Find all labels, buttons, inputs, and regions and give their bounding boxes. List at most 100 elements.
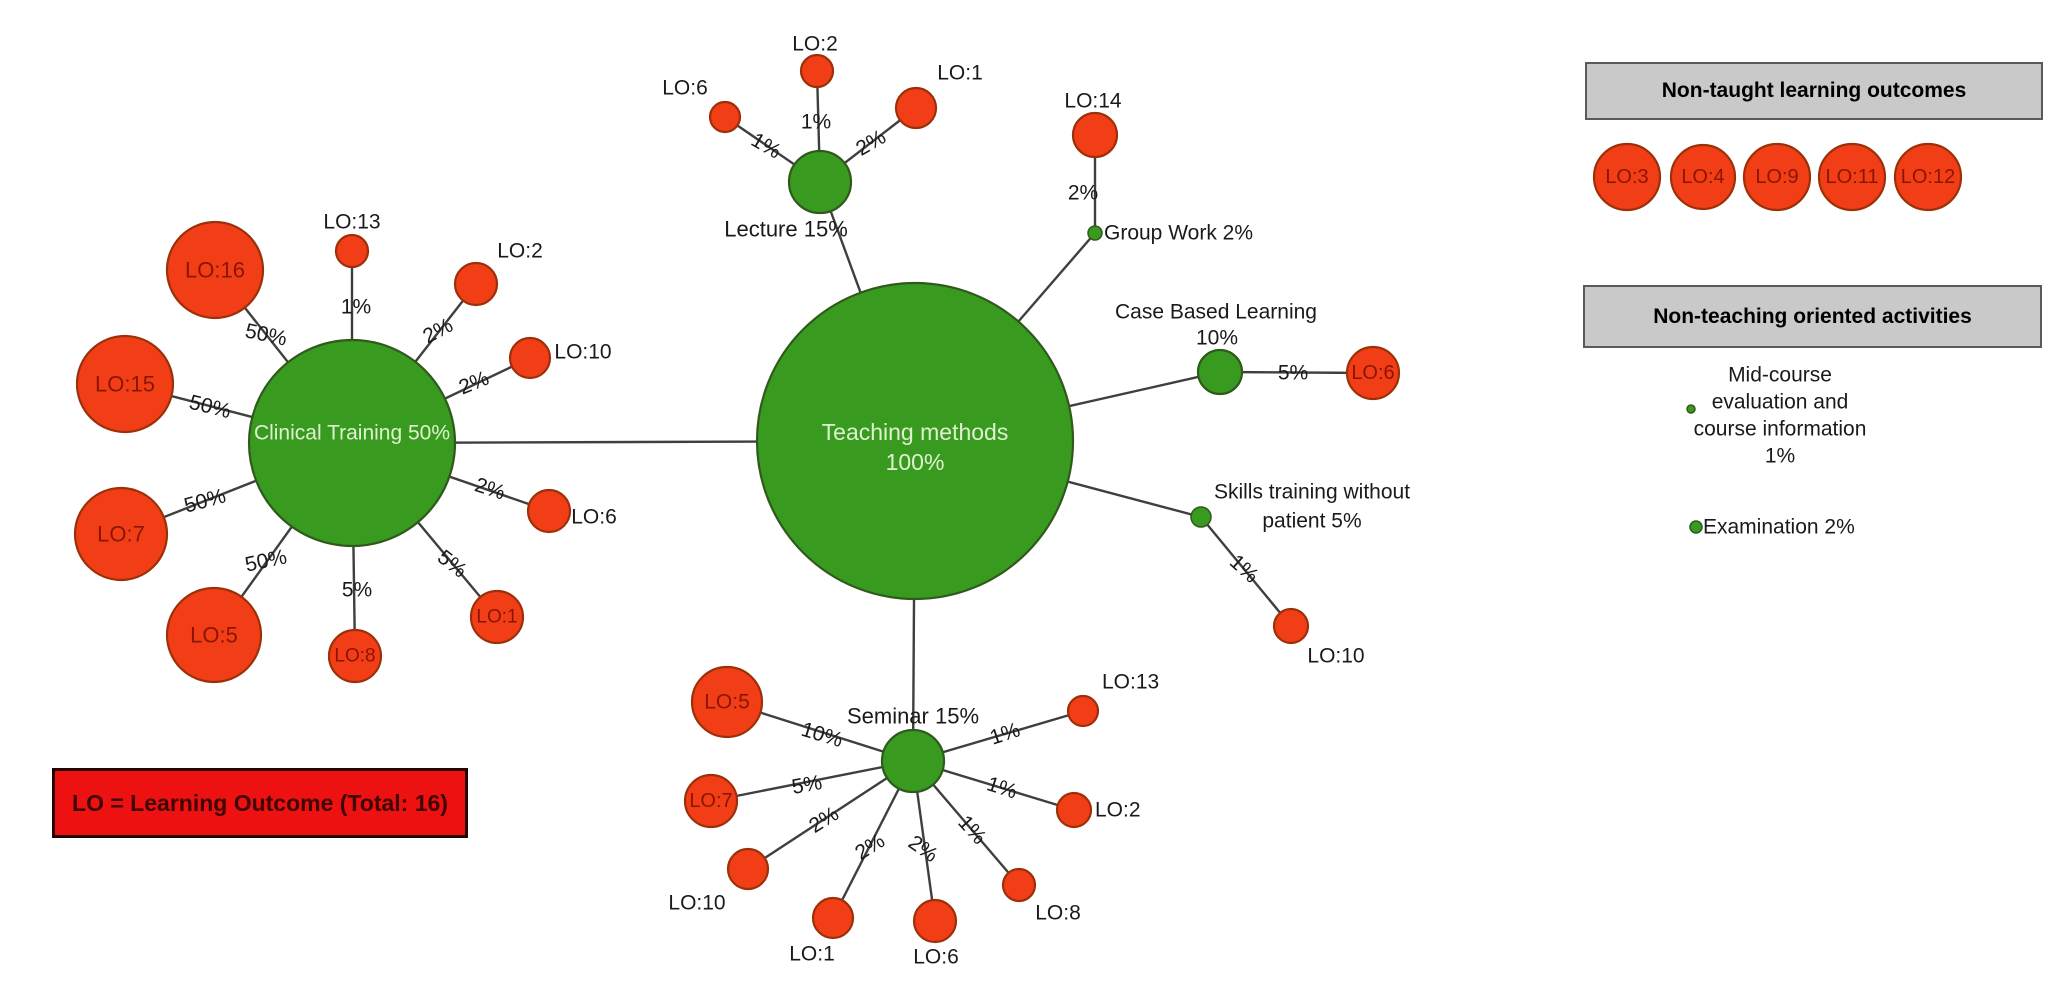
node-sem-lo1-label: LO:1	[789, 943, 835, 966]
edge-label-seminar-sem-lo10: 2%	[805, 802, 843, 838]
edge-label-skills-skl-lo10: 1%	[1225, 550, 1263, 587]
node-cli-lo10-label: LO:10	[554, 341, 611, 364]
activity-label-mid-course-evaluation: course information	[1694, 418, 1867, 441]
node-sem-lo13-label: LO:13	[1102, 671, 1159, 694]
node-groupwork-dot	[1087, 225, 1103, 241]
node-cli-lo10-circle	[508, 336, 552, 380]
edge-label-clinical-cli-lo16: 50%	[243, 319, 289, 350]
node-sem-lo8-circle	[1001, 867, 1037, 903]
edge-label-clinical-cli-lo2: 2%	[419, 314, 457, 349]
edge-seminar-sem-lo7	[710, 759, 914, 803]
activity-label-examination: Examination 2%	[1703, 516, 1855, 539]
node-cli-lo8-label: LO:8	[334, 646, 375, 667]
edge-label-seminar-sem-lo1: 2%	[851, 829, 889, 865]
edge-label-seminar-sem-lo5: 10%	[799, 718, 846, 752]
node-skills-label: Skills training without	[1214, 481, 1410, 504]
edge-label-clinical-cli-lo1: 5%	[433, 546, 471, 583]
node-sem-lo13-circle	[1066, 694, 1100, 728]
node-cli-lo13-circle	[334, 233, 370, 269]
panel-node-lo-9-label: LO:9	[1755, 166, 1798, 188]
node-sem-lo1-circle	[811, 896, 855, 940]
panel-node-lo-12-circle	[1893, 142, 1963, 212]
node-sem-lo10-circle	[726, 847, 770, 891]
edge-label-seminar-sem-lo7: 5%	[790, 771, 824, 799]
node-sem-lo5-circle	[690, 665, 764, 739]
non-taught-outcomes-title: Non-taught learning outcomes	[1585, 62, 2043, 120]
edge-label-lecture-lec-lo6: 1%	[747, 128, 785, 163]
node-sem-lo8-label: LO:8	[1035, 902, 1081, 925]
edge-label-cbl-cbl-lo6: 5%	[1278, 362, 1308, 385]
node-cbl-lo6-label: LO:6	[1351, 362, 1394, 384]
node-sem-lo5-label: LO:5	[704, 691, 750, 714]
edge-label-clinical-cli-lo10: 2%	[456, 367, 493, 400]
activity-label-mid-course-evaluation: evaluation and	[1712, 391, 1849, 414]
node-sem-lo7-circle	[683, 773, 739, 829]
non-teaching-activities-title: Non-teaching oriented activities	[1583, 285, 2042, 348]
node-cbl-lo6-circle	[1345, 345, 1401, 401]
edge-label-clinical-cli-lo5: 50%	[243, 545, 289, 576]
node-sem-lo2-label: LO:2	[1095, 799, 1141, 822]
node-cli-lo13-label: LO:13	[323, 211, 380, 234]
edge-label-lecture-lec-lo2: 1%	[801, 111, 831, 134]
edge-label-clinical-cli-lo8: 5%	[342, 579, 372, 602]
panel-node-lo-4-circle	[1669, 143, 1737, 211]
node-cli-lo7-circle	[73, 486, 169, 582]
nodes-layer	[73, 53, 1963, 944]
node-lecture-label: Lecture 15%	[724, 217, 848, 242]
node-skl-lo10-circle	[1272, 607, 1310, 645]
activity-dot-examination	[1689, 520, 1703, 534]
node-cli-lo16-label: LO:16	[185, 258, 245, 283]
edge-label-groupwork-lo14: 2%	[1068, 182, 1098, 205]
node-teaching-label: Teaching methods	[822, 419, 1009, 445]
panel-node-lo-9-circle	[1742, 142, 1812, 212]
activity-label-mid-course-evaluation: 1%	[1765, 445, 1795, 468]
node-skills-dot	[1190, 506, 1212, 528]
node-sem-lo6-circle	[912, 898, 958, 944]
node-cli-lo1-circle	[469, 589, 525, 645]
node-skills-label: patient 5%	[1262, 510, 1361, 533]
node-lec-lo6-circle	[708, 100, 742, 134]
node-lec-lo2-circle	[799, 53, 835, 89]
node-seminar-label: Seminar 15%	[847, 704, 979, 729]
node-cli-lo5-label: LO:5	[190, 623, 238, 648]
node-cli-lo2-label: LO:2	[497, 240, 543, 263]
activity-label-mid-course-evaluation: Mid-course	[1728, 364, 1832, 387]
panel-node-lo-11-circle	[1817, 142, 1887, 212]
node-sem-lo7-label: LO:7	[689, 790, 732, 812]
node-teaching-label: 100%	[886, 449, 945, 475]
node-lo14-circle	[1071, 111, 1119, 159]
legend-note: LO = Learning Outcome (Total: 16)	[52, 768, 468, 838]
node-cli-lo8-circle	[327, 628, 383, 684]
node-cli-lo15-circle	[75, 334, 175, 434]
edge-label-clinical-cli-lo7: 50%	[182, 484, 229, 517]
node-lec-lo1-label: LO:1	[937, 62, 983, 85]
node-skl-lo10-label: LO:10	[1307, 645, 1364, 668]
node-cbl-label: 10%	[1196, 327, 1238, 350]
panel-node-lo-3-label: LO:3	[1605, 166, 1648, 188]
edge-label-clinical-cli-lo15: 50%	[187, 391, 233, 423]
edge-seminar-sem-lo10	[747, 759, 914, 871]
node-seminar-circle	[880, 728, 946, 794]
node-lecture-circle	[787, 149, 853, 215]
edge-label-seminar-sem-lo6: 2%	[904, 831, 942, 867]
node-cli-lo5-circle	[165, 586, 263, 684]
node-lo14-label: LO:14	[1064, 90, 1122, 113]
node-clinical-label: Clinical Training 50%	[254, 422, 450, 445]
panel-node-lo-12-label: LO:12	[1901, 166, 1955, 188]
edge-label-clinical-cli-lo13: 1%	[341, 296, 371, 319]
edge-label-seminar-sem-lo2: 1%	[984, 772, 1020, 803]
node-cli-lo7-label: LO:7	[97, 522, 145, 547]
node-cbl-label: Case Based Learning	[1115, 301, 1317, 324]
panel-node-lo-3-circle	[1592, 142, 1662, 212]
node-cli-lo6-circle	[526, 488, 572, 534]
node-sem-lo10-label: LO:10	[668, 892, 725, 915]
edge-label-seminar-sem-lo8: 1%	[953, 811, 990, 849]
node-groupwork-label: Group Work 2%	[1104, 222, 1253, 245]
node-cbl-circle	[1196, 348, 1244, 396]
node-cli-lo16-circle	[165, 220, 265, 320]
activity-dot-mid-course-evaluation	[1686, 404, 1696, 414]
edge-label-seminar-sem-lo13: 1%	[987, 718, 1023, 749]
node-cli-lo2-circle	[453, 261, 499, 307]
